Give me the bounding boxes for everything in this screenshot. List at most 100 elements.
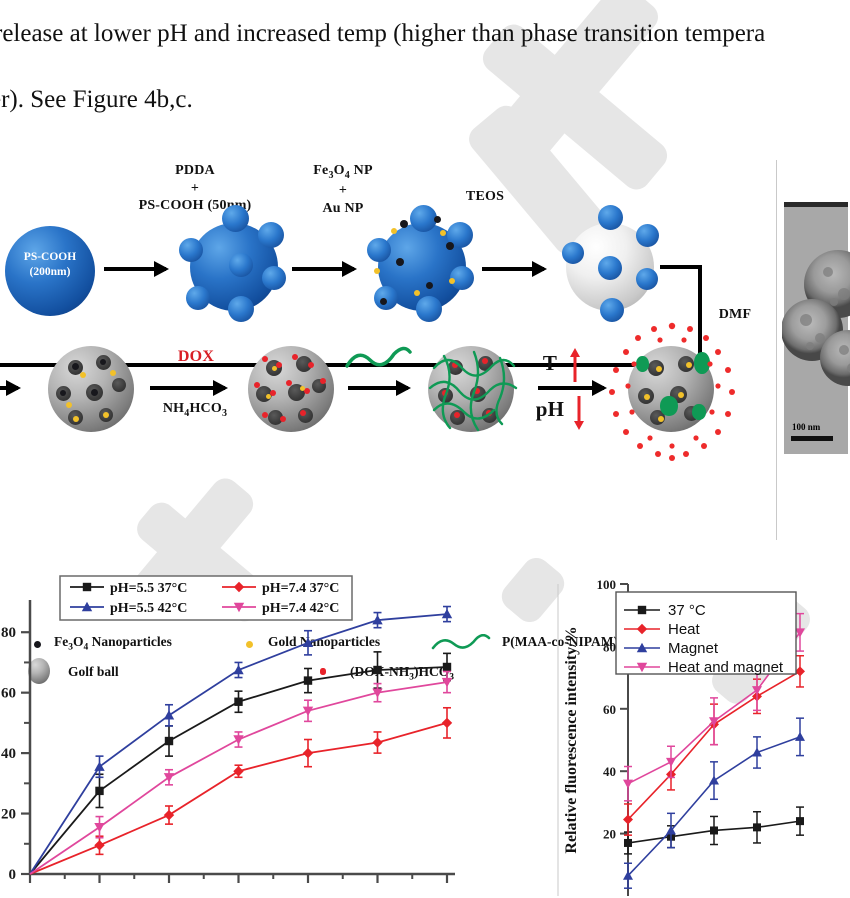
data-point-marker (666, 757, 676, 767)
label-ph: pH (535, 397, 565, 421)
data-point-marker (441, 717, 453, 729)
legend-label: Heat (668, 621, 701, 638)
data-point-marker (636, 623, 648, 635)
series-ph-5-5-42-c (29, 605, 453, 875)
y-tick-label: 80 (603, 639, 616, 654)
body-text-line-1: release at lower pH and increased temp (… (0, 20, 766, 47)
series-line (627, 736, 801, 877)
data-point-marker (233, 766, 244, 777)
tem-scale-label: 100 nm (792, 422, 821, 432)
data-point-marker (624, 838, 632, 847)
arrow-step-2 (292, 261, 357, 277)
down-arrow-icon (574, 396, 584, 430)
data-point-marker (303, 676, 313, 685)
data-point-marker (441, 677, 453, 688)
data-point-marker (163, 773, 175, 783)
label-fe3o4-aunp: Fe3O4 NP + Au NP (268, 162, 418, 217)
data-point-marker (753, 823, 761, 832)
data-point-marker (636, 642, 648, 653)
label-fe3o4-line1: Fe3O4 NP (313, 163, 373, 181)
label-nh4hco3: NH4HCO3 (162, 401, 228, 419)
data-point-marker (94, 840, 105, 851)
chart-legend: 37 °C Heat Magnet Heat and magnet (615, 591, 797, 676)
tem-micrograph: 100 nm (781, 202, 850, 454)
arrow-row2-in (0, 380, 21, 396)
series-37-c (624, 806, 804, 855)
released-drug-cloud (609, 322, 735, 461)
data-point-marker (623, 870, 633, 880)
legend-label: pH=5.5 37°C (110, 581, 187, 596)
data-point-marker (795, 666, 805, 677)
drug-release-chart: 0 20 40 60 80 pH=5.5 37°C pH=7.4 37°C pH=5.5 42… (0, 566, 460, 898)
legend-swatch-golfball-icon (28, 658, 50, 684)
fluorescence-plot: 20 40 60 80 100 Relative fluorescence intensi… (557, 577, 805, 896)
data-point-marker (441, 608, 453, 619)
data-point-marker (234, 697, 243, 706)
data-point-marker (81, 601, 93, 612)
series-magnet (623, 717, 805, 889)
y-tick-label: 40 (603, 764, 616, 779)
arrow-polymer (348, 380, 411, 396)
y-tick-label: 100 (597, 577, 617, 592)
data-point-marker (373, 665, 382, 675)
legend-swatch-dox-icon (320, 668, 326, 675)
label-pdda: PDDA + PS-COOH (50nm) (110, 162, 280, 215)
data-point-marker (372, 614, 383, 625)
data-point-marker (164, 736, 174, 746)
drug-release-plot: 0 20 40 60 80 pH=5.5 37°C pH=7.4 37°C pH=5.5 42… (1, 575, 455, 883)
label-dmf: DMF (718, 307, 752, 322)
arrow-trigger (538, 380, 607, 396)
label-fe3o4-line2: + (338, 183, 348, 199)
data-point-marker (233, 581, 245, 593)
y-tick-label: 20 (603, 827, 616, 842)
data-point-marker (95, 786, 104, 796)
data-point-marker (372, 688, 383, 698)
legend-item-polymer: P(MAA-co-NIPAM) (502, 634, 618, 649)
schematic-divider (776, 160, 777, 540)
data-point-marker (623, 779, 633, 789)
data-point-marker (752, 747, 762, 757)
ps-cooh-label-line2: (200nm) (29, 265, 71, 278)
legend-label: Heat and magnet (668, 659, 784, 676)
data-point-marker (372, 737, 383, 748)
legend-swatch-gold-icon (246, 641, 253, 648)
data-point-marker (163, 809, 175, 821)
up-arrow-icon (570, 348, 580, 382)
label-pdda-line1: PDDA (175, 163, 215, 178)
legend-label: pH=7.4 37°C (262, 581, 339, 596)
legend-item-gold: Gold Nanoparticles (268, 634, 381, 649)
data-point-marker (710, 826, 718, 835)
series-ph-7-4-42-c (29, 670, 453, 875)
data-point-marker (636, 662, 648, 673)
legend-label: pH=5.5 42°C (110, 601, 187, 616)
data-point-marker (666, 825, 676, 835)
data-point-marker (94, 822, 105, 833)
y-tick-label: 60 (1, 686, 16, 702)
ps-cooh-label-line1: PS-COOH (23, 251, 77, 263)
arrow-step-3 (482, 261, 547, 277)
data-point-marker (637, 605, 647, 615)
data-point-marker (233, 602, 245, 613)
y-tick-label: 60 (603, 702, 616, 717)
ps-cooh-sphere (5, 226, 95, 316)
label-temperature: T (542, 351, 558, 375)
arrow-step-1 (104, 261, 169, 277)
data-point-marker (233, 664, 244, 675)
data-point-marker (795, 731, 805, 741)
legend-box (615, 591, 797, 675)
ps-cooh-sphere-label: PS-COOH (200nm) (5, 250, 95, 280)
legend-item-fe3o4: Fe3O4 Nanoparticles (54, 634, 172, 653)
data-point-marker (709, 717, 719, 727)
data-point-marker (302, 706, 314, 716)
flow-connector (0, 265, 702, 367)
data-point-marker (795, 628, 805, 638)
legend-swatch-polymer-icon (431, 634, 491, 650)
data-point-marker (233, 735, 244, 745)
legend-swatch-fe3o4-icon (34, 641, 41, 648)
arrow-dox (150, 380, 228, 396)
polymer-chain-icon (345, 346, 412, 368)
legend-label: 37 °C (668, 602, 706, 619)
data-point-marker (82, 582, 92, 592)
y-axis-label: Relative fluorescence intensity/% (563, 626, 580, 853)
data-point-marker (623, 814, 633, 825)
